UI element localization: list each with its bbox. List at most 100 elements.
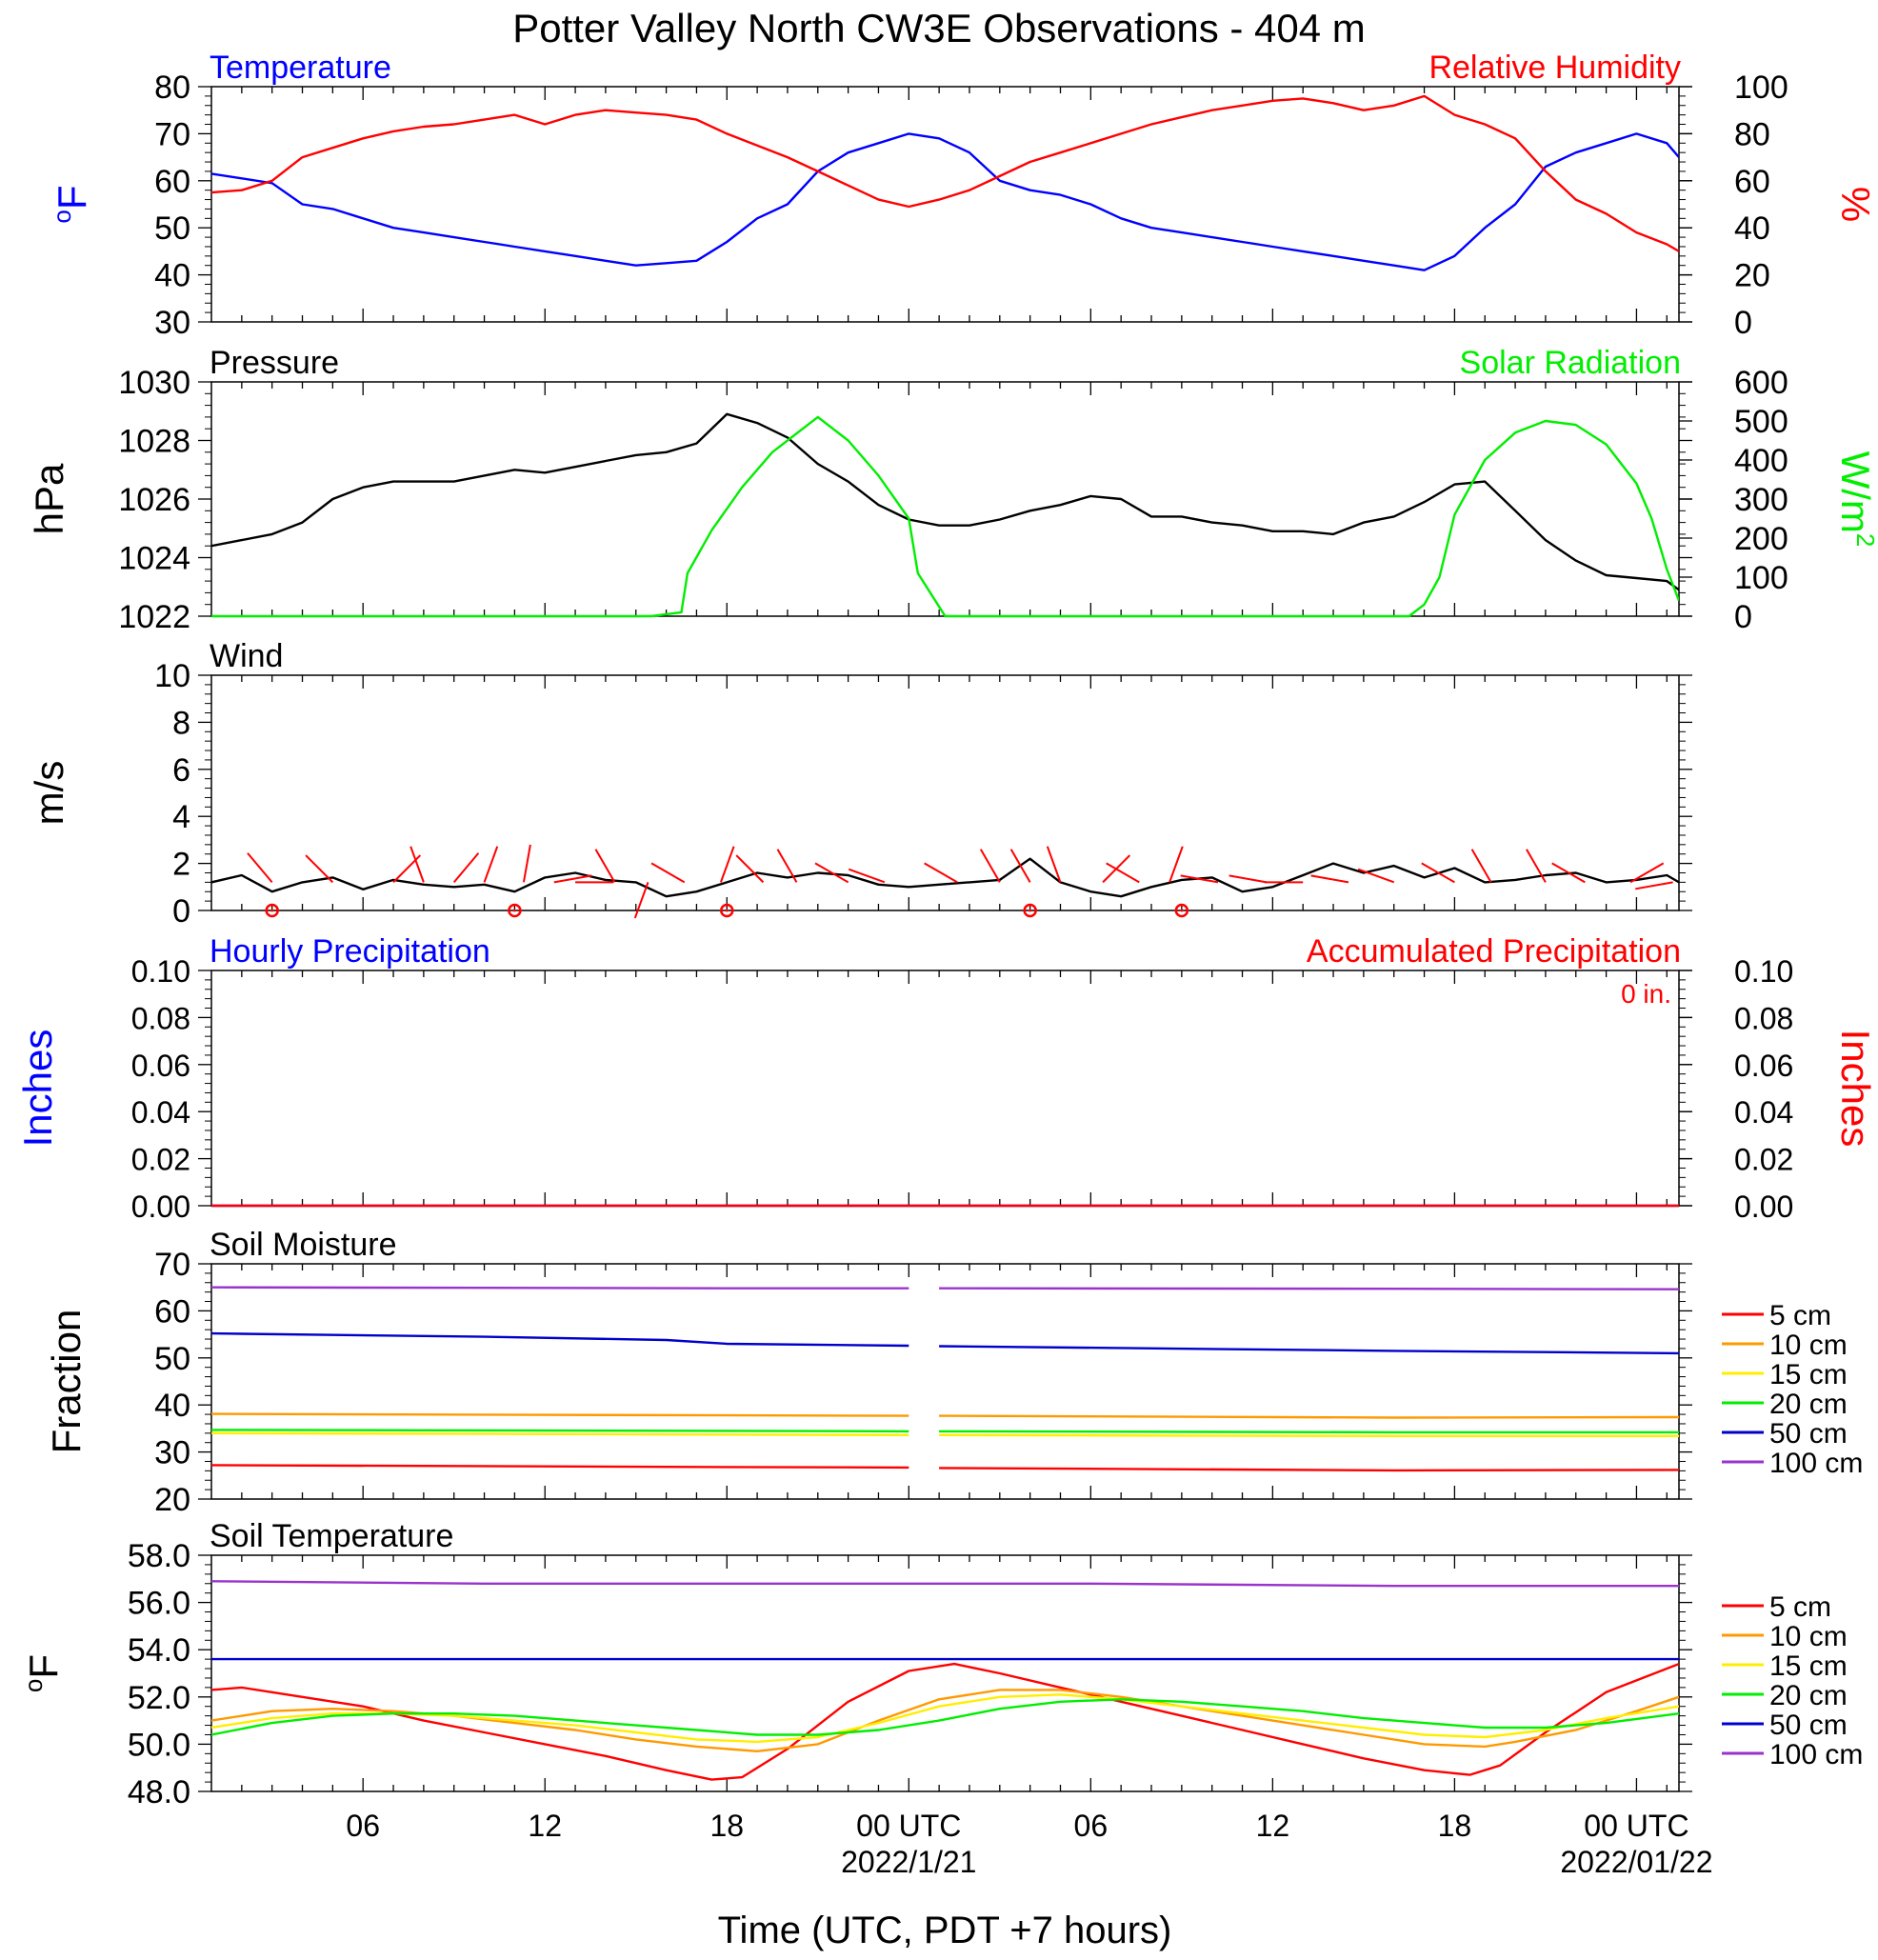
y-tick-label-right: 0 — [1734, 599, 1752, 635]
wind-barb — [452, 852, 480, 884]
series-5-cm — [211, 1662, 1679, 1781]
legend-label: 50 cm — [1769, 1710, 1848, 1741]
series-10-cm — [211, 1689, 1679, 1752]
wind-barb — [650, 862, 686, 884]
y-tick-label-left: 48.0 — [128, 1774, 190, 1810]
panel-title-left: Soil Temperature — [210, 1518, 453, 1554]
y-tick-label-left: 60 — [154, 1293, 190, 1330]
y-tick-label-left: 70 — [154, 1247, 190, 1283]
legend-label: 5 cm — [1769, 1591, 1831, 1623]
panel-6: 58.0 56.0 54.0 52.0 50.0 48.0 Soil Temperature… — [19, 1518, 1863, 1810]
y-tick-label-left: 2 — [172, 847, 190, 883]
wind-barb — [924, 862, 958, 884]
accumulated-total-label: 0 in. — [1621, 979, 1671, 1009]
y-tick-label-right: 400 — [1734, 443, 1788, 479]
panel-5: 70 60 50 40 30 20 Soil Moisture Fraction 5 cm10 … — [44, 1227, 1863, 1518]
legend-label: 50 cm — [1769, 1418, 1848, 1450]
series-2-1 — [211, 412, 1679, 591]
x-tick-label: 18 — [709, 1809, 744, 1843]
x-tick-label: 06 — [346, 1809, 380, 1843]
y-tick-label-right: 0.10 — [1734, 954, 1793, 989]
y-tick-label-left: 40 — [154, 258, 190, 294]
series-100-cm — [211, 1286, 1679, 1290]
wind-barb — [719, 846, 735, 883]
panel-title-left: Wind — [210, 638, 283, 674]
panel-title-right: Relative Humidity — [1428, 50, 1681, 86]
legend-label: 5 cm — [1769, 1300, 1831, 1331]
wind-barb — [979, 849, 1001, 883]
x-tick-label: 18 — [1438, 1809, 1472, 1843]
plot-frame — [210, 970, 1680, 1207]
series-1-1 — [211, 132, 1679, 271]
panel-1: 80 70 60 50 40 30 100 80 60 40 20 0 Temperature Relat… — [48, 50, 1878, 341]
y-tick-label-right: 300 — [1734, 482, 1788, 518]
x-tick-label: 00 UTC — [856, 1809, 961, 1843]
series-50-cm — [211, 1331, 1679, 1355]
y-tick-label-right: 80 — [1734, 116, 1770, 152]
calm-wind-dot — [512, 909, 516, 912]
y-tick-label-left: 50 — [154, 1341, 190, 1377]
panel-title-right: Solar Radiation — [1460, 345, 1681, 381]
legend-label: 100 cm — [1769, 1739, 1863, 1770]
y-tick-label-left: 30 — [154, 1435, 190, 1471]
wind-barb — [1169, 846, 1184, 883]
y-tick-label-left: 0.00 — [131, 1190, 190, 1224]
y-axis-label-left: oF — [19, 1654, 66, 1692]
series-10-cm — [211, 1412, 1679, 1419]
series-5-cm — [211, 1464, 1679, 1472]
panel-title-left: Pressure — [210, 345, 339, 381]
y-axis-label-right: % — [1833, 187, 1878, 222]
calm-wind-dot — [270, 909, 274, 912]
y-tick-label-left: 52.0 — [128, 1680, 190, 1716]
y-tick-label-right: 0.04 — [1734, 1095, 1793, 1130]
plot-frame — [210, 1263, 1680, 1500]
degree-superscript: o — [48, 210, 76, 223]
panel-title-left: Temperature — [210, 50, 391, 86]
wind-barb — [633, 882, 649, 919]
plot-frame — [210, 674, 1680, 911]
legend-label: 15 cm — [1769, 1359, 1848, 1390]
x-tick-label: 12 — [1256, 1809, 1290, 1843]
y-tick-label-left: 0.04 — [131, 1095, 190, 1130]
unit-letter: F — [21, 1654, 66, 1679]
y-tick-label-left: 58.0 — [128, 1538, 190, 1574]
wind-barb — [1635, 881, 1673, 890]
wind-barb — [1629, 862, 1665, 884]
wind-barb — [594, 849, 616, 883]
y-tick-label-left: 1024 — [118, 541, 190, 577]
y-tick-label-left: 6 — [172, 752, 190, 789]
series-2-2 — [211, 415, 1679, 618]
y-tick-label-right: 600 — [1734, 365, 1788, 401]
wind-barb — [848, 868, 886, 884]
calm-wind-marker — [720, 903, 734, 918]
y-tick-label-right: 100 — [1734, 560, 1788, 596]
y-tick-label-left: 56.0 — [128, 1586, 190, 1622]
y-tick-label-right: 20 — [1734, 258, 1770, 294]
y-tick-label-right: 40 — [1734, 210, 1770, 247]
wind-barb — [305, 854, 334, 884]
y-axis-label-left: m/s — [27, 761, 71, 826]
wind-barb — [553, 874, 592, 884]
y-axis-label-right: W/m2 — [1833, 451, 1878, 548]
x-date-label: 2022/1/21 — [841, 1845, 976, 1879]
y-tick-label-left: 40 — [154, 1388, 190, 1424]
series-20-cm — [211, 1429, 1679, 1434]
y-tick-label-left: 8 — [172, 705, 190, 741]
panel-title-right: Accumulated Precipitation — [1307, 933, 1681, 970]
plot-frame — [210, 381, 1680, 617]
wind-barb — [1526, 849, 1547, 883]
x-tick-label: 00 UTC — [1584, 1809, 1688, 1843]
wind-barb — [1009, 849, 1031, 883]
y-tick-label-left: 0.06 — [131, 1049, 190, 1083]
y-tick-label-right: 0 — [1734, 305, 1752, 341]
legend-label: 100 cm — [1769, 1448, 1863, 1479]
unit-base: W/m — [1833, 451, 1878, 533]
calm-wind-marker — [1023, 903, 1037, 918]
y-tick-label-left: 70 — [154, 116, 190, 152]
x-axis-title: Time (UTC, PDT +7 hours) — [718, 1910, 1172, 1951]
legend-label: 20 cm — [1769, 1389, 1848, 1420]
wind-barb — [1551, 862, 1586, 884]
y-axis-label-left: Inches — [15, 1030, 60, 1148]
y-tick-label-left: 54.0 — [128, 1632, 190, 1669]
